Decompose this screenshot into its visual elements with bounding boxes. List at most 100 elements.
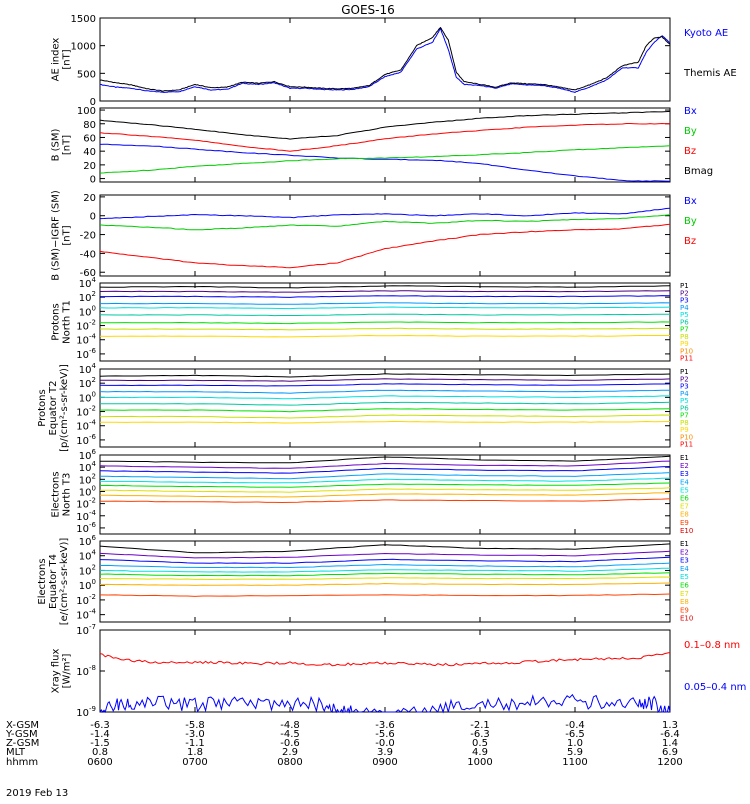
legend-item: Bz bbox=[684, 236, 696, 247]
legend-item: E3 bbox=[680, 557, 689, 565]
series-line-0-05-0-4-nm bbox=[99, 693, 671, 714]
y-tick-label: 100 bbox=[79, 578, 96, 592]
series-line-by bbox=[99, 214, 671, 231]
panel-1: 0 500 1000 1500 AE index [nT] Kyoto AE Themis A… bbox=[51, 14, 737, 108]
x-axis-value: 1.8 bbox=[187, 747, 203, 758]
legend-item: Bmag bbox=[684, 166, 713, 177]
panel-frame bbox=[99, 107, 671, 183]
legend-item: Bz bbox=[684, 146, 696, 157]
y-axis-label: [e/(cm²-s-sr-keV)] bbox=[59, 538, 70, 626]
legend-item: P3 bbox=[680, 297, 689, 305]
series-line-e3 bbox=[99, 556, 671, 564]
x-axis-value: -0.6 bbox=[280, 738, 300, 749]
panel-2: 0 20 40 60 80 100 B (SM) [nT] Bx By Bz Bmag bbox=[51, 106, 714, 186]
legend-item: P11 bbox=[680, 441, 693, 449]
legend-item: E2 bbox=[680, 462, 689, 470]
x-axis-value: 0700 bbox=[182, 757, 207, 768]
x-axis-value: 0.8 bbox=[92, 747, 108, 758]
date-label: 2019 Feb 13 bbox=[6, 788, 68, 799]
series-line-e8 bbox=[99, 492, 671, 498]
y-tick-label: 80 bbox=[83, 120, 96, 131]
x-axis-value: 0.5 bbox=[472, 738, 488, 749]
x-axis-value: 5.9 bbox=[567, 747, 583, 758]
legend-item: P8 bbox=[680, 333, 689, 341]
legend-item: E8 bbox=[680, 598, 689, 606]
series-line-bx bbox=[99, 143, 671, 182]
legend-item: P3 bbox=[680, 383, 689, 391]
y-axis-label: [nT] bbox=[62, 49, 73, 69]
y-tick-label: 10-7 bbox=[76, 623, 96, 637]
y-tick-label: 106 bbox=[79, 534, 97, 548]
legend-item: P2 bbox=[680, 289, 689, 297]
y-tick-label: 40 bbox=[83, 147, 96, 158]
series-line-e4 bbox=[99, 562, 671, 569]
series-line-p6 bbox=[99, 313, 670, 317]
y-tick-label: 104 bbox=[79, 549, 97, 563]
x-axis-value: -6.5 bbox=[565, 729, 585, 740]
legend-item: P4 bbox=[680, 390, 689, 398]
legend-item: E9 bbox=[680, 606, 689, 614]
series-line-e8 bbox=[99, 582, 671, 586]
legend-item: P6 bbox=[680, 318, 689, 326]
legend-item: E1 bbox=[680, 540, 689, 548]
legend-item: P8 bbox=[680, 419, 689, 427]
legend-item: P1 bbox=[680, 282, 689, 290]
x-axis-value: 1.3 bbox=[662, 720, 678, 731]
x-axis-value: -6.3 bbox=[470, 729, 490, 740]
y-tick-label: 0 bbox=[90, 175, 96, 186]
x-axis-value: 0900 bbox=[372, 757, 397, 768]
legend-item: E6 bbox=[680, 582, 689, 590]
y-axis-label: Xray flux bbox=[51, 649, 62, 694]
x-axis-row-label: hhmm bbox=[6, 757, 38, 768]
y-tick-label: 10-6 bbox=[76, 521, 96, 535]
y-tick-label: 10-6 bbox=[76, 433, 96, 447]
y-tick-label: 0 bbox=[90, 97, 96, 108]
y-axis-label: Protons bbox=[37, 389, 48, 426]
panel-3: -60 -40 -20 0 20 B (SM)−IGRF (SM) [nT] Bx By Bz bbox=[51, 190, 697, 281]
legend-item: P9 bbox=[680, 426, 689, 434]
series-line-e5 bbox=[99, 477, 671, 484]
legend-item: E7 bbox=[680, 503, 689, 511]
legend-item: P5 bbox=[680, 311, 689, 319]
legend-item: P4 bbox=[680, 304, 689, 312]
x-axis-value: -2.1 bbox=[470, 720, 490, 731]
legend-item: Kyoto AE bbox=[684, 28, 728, 39]
legend-item: P6 bbox=[680, 404, 689, 412]
y-axis-label: B (SM)−IGRF (SM) bbox=[51, 190, 62, 281]
legend-item: P11 bbox=[680, 355, 693, 363]
x-axis-value: -4.5 bbox=[280, 729, 300, 740]
x-axis-value: 1.4 bbox=[662, 738, 678, 749]
x-axis-value: -3.6 bbox=[375, 720, 395, 731]
y-tick-label: 10-4 bbox=[76, 333, 96, 347]
series-line-bmag bbox=[99, 110, 671, 140]
y-tick-label: 104 bbox=[79, 276, 97, 290]
x-axis-value: -5.8 bbox=[185, 720, 205, 731]
y-tick-label: -60 bbox=[80, 268, 96, 279]
legend-item: By bbox=[684, 216, 697, 227]
panel-8: 10-9 10-8 10-7 Xray flux [W/m²] 0.1–0.8 nm 0.0… bbox=[51, 623, 747, 719]
x-axis-value: 1.0 bbox=[567, 738, 583, 749]
series-line-p3 bbox=[99, 383, 671, 387]
legend-item: P10 bbox=[680, 347, 693, 355]
series-line-p7 bbox=[99, 408, 671, 413]
y-tick-label: 10-4 bbox=[76, 419, 96, 433]
series-line-p6 bbox=[99, 401, 671, 406]
y-axis-label: North T3 bbox=[62, 473, 73, 517]
y-tick-label: 10-6 bbox=[76, 347, 96, 361]
series-line-0-1-0-8-nm bbox=[99, 652, 671, 667]
series-line-bz bbox=[99, 223, 671, 269]
y-tick-label: 100 bbox=[79, 304, 96, 318]
legend-item: E4 bbox=[680, 565, 689, 573]
series-line-e1 bbox=[99, 455, 671, 464]
legend-item: Themis AE bbox=[683, 68, 737, 79]
series-line-e6 bbox=[99, 482, 671, 488]
y-tick-label: 102 bbox=[79, 290, 96, 304]
legend-item: E9 bbox=[680, 519, 689, 527]
x-axis-value: -1.4 bbox=[90, 729, 110, 740]
x-axis-value: 0600 bbox=[87, 757, 112, 768]
y-tick-label: 10-2 bbox=[76, 319, 96, 333]
